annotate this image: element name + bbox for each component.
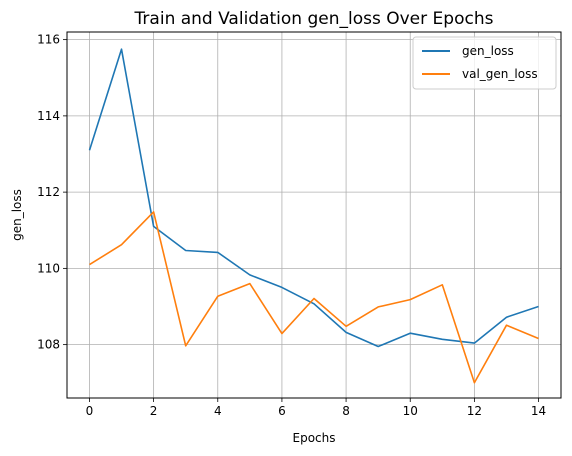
y-tick-label: 114: [37, 109, 60, 123]
legend-label-val-gen-loss: val_gen_loss: [462, 67, 538, 81]
x-tick-label: 2: [150, 404, 158, 418]
y-axis-label: gen_loss: [10, 189, 24, 241]
x-tick-label: 6: [278, 404, 286, 418]
x-tick-label: 8: [342, 404, 350, 418]
chart-title: Train and Validation gen_loss Over Epoch…: [134, 9, 494, 29]
y-tick-label: 110: [37, 261, 60, 275]
series-line-gen-loss: [88, 48, 539, 348]
x-axis-label: Epochs: [293, 431, 336, 445]
x-tick-label: 4: [214, 404, 222, 418]
x-tick-label: 0: [86, 404, 94, 418]
axis-ticks: 0 2 4 6 8 10 12 14 108 110 112 114 116: [37, 33, 546, 418]
series-lines: [88, 48, 539, 384]
x-tick-label: 12: [467, 404, 482, 418]
x-tick-label: 10: [403, 404, 418, 418]
legend-label-gen-loss: gen_loss: [462, 44, 514, 58]
legend: gen_loss val_gen_loss: [412, 36, 557, 90]
x-tick-label: 14: [531, 404, 546, 418]
y-tick-label: 116: [37, 33, 60, 47]
y-tick-label: 112: [37, 185, 60, 199]
series-line-val-gen-loss: [89, 211, 539, 384]
plot-area-frame: [66, 31, 562, 399]
y-tick-label: 108: [37, 338, 60, 352]
